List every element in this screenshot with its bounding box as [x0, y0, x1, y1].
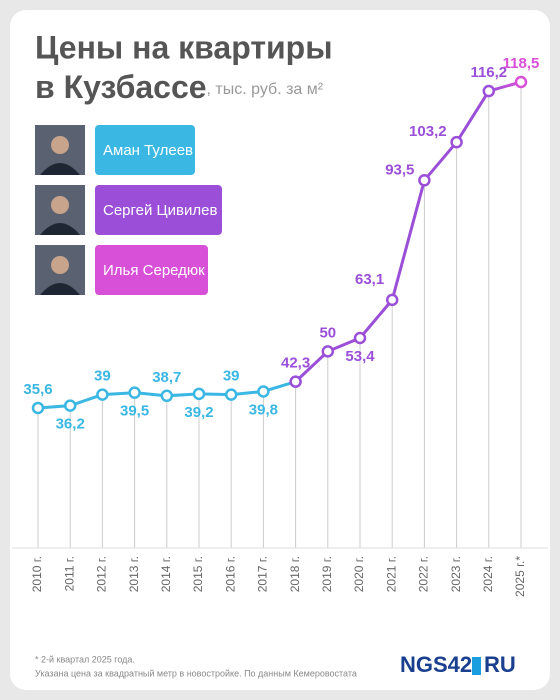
point [257, 385, 270, 398]
point [450, 135, 463, 149]
photo-head [51, 256, 69, 274]
chart-title: в Кузбассе [35, 69, 207, 105]
value-label: 39,5 [120, 403, 149, 420]
point [128, 386, 141, 399]
x-tick-label: 2010 г. [30, 556, 44, 592]
subtitle: , тыс. руб. за м² [207, 81, 324, 98]
x-tick-label: 2011 г. [62, 556, 76, 591]
x-tick-label: 2021 г. [384, 556, 398, 592]
photo-body [40, 283, 80, 295]
x-tick-label: 2020 г. [352, 556, 366, 592]
value-label: 36,2 [56, 416, 85, 433]
value-label: 38,7 [152, 369, 181, 386]
logo: NGS42 [400, 652, 472, 677]
x-tick-label: 2019 г. [320, 556, 334, 592]
value-label: 118,5 [503, 55, 540, 72]
x-tick-label: 2014 г. [159, 556, 173, 592]
point [192, 387, 206, 401]
legend-item: Сергей Цивилев [35, 185, 222, 235]
chart-title: Цены на квартиры [35, 29, 333, 65]
x-tick-label: 2018 г. [288, 556, 302, 592]
point [514, 75, 528, 89]
x-tick-label: 2015 г. [191, 556, 205, 592]
footnote: * 2-й квартал 2025 года. [35, 654, 135, 664]
point [224, 388, 238, 401]
value-label: 53,4 [345, 348, 375, 365]
x-tick-label: 2012 г. [95, 556, 109, 592]
point [482, 84, 496, 98]
x-tick-label: 2022 г. [417, 556, 431, 592]
value-label: 42,3 [281, 355, 310, 372]
point [31, 401, 45, 415]
x-tick-label: 2013 г. [127, 556, 141, 592]
legend-box [95, 185, 222, 235]
photo-body [40, 223, 80, 235]
point [353, 331, 367, 345]
value-label: 39,2 [184, 404, 213, 421]
legend-label: Аман Тулеев [103, 142, 193, 159]
value-label: 39 [94, 368, 111, 385]
x-tick-label: 2024 г. [481, 556, 495, 592]
x-tick-label: 2023 г. [449, 556, 463, 592]
x-tick-label: 2025 г.* [513, 556, 527, 597]
footnote: Указана цена за квадратный метр в новост… [35, 668, 357, 678]
value-label: 116,2 [470, 64, 507, 81]
point [418, 174, 431, 187]
photo-head [51, 196, 69, 214]
value-label: 50 [319, 324, 336, 341]
card [10, 10, 550, 690]
x-tick-label: 2016 г. [223, 556, 237, 592]
photo-head [51, 136, 69, 154]
point [321, 345, 335, 358]
legend-label: Илья Середюк [103, 262, 205, 279]
point [63, 399, 77, 412]
logo: RU [484, 652, 516, 677]
legend-item: Аман Тулеев [35, 125, 195, 175]
logo-bar [472, 657, 481, 675]
value-label: 35,6 [23, 381, 52, 398]
value-label: 63,1 [355, 271, 384, 288]
value-label: 93,5 [385, 161, 414, 178]
legend-box [95, 245, 208, 295]
point [160, 389, 174, 403]
point [289, 375, 302, 388]
legend-box [95, 125, 195, 175]
point [385, 293, 399, 307]
legend-label: Сергей Цивилев [103, 202, 217, 219]
value-label: 39,8 [249, 401, 278, 418]
value-label: 39 [223, 368, 240, 385]
point [96, 388, 109, 401]
value-label: 103,2 [409, 123, 447, 140]
photo-body [40, 163, 80, 175]
x-tick-label: 2017 г. [256, 556, 270, 592]
legend-item: Илья Середюк [35, 245, 208, 295]
chart-title: в Кузбассе, тыс. руб. за м² [35, 69, 324, 105]
